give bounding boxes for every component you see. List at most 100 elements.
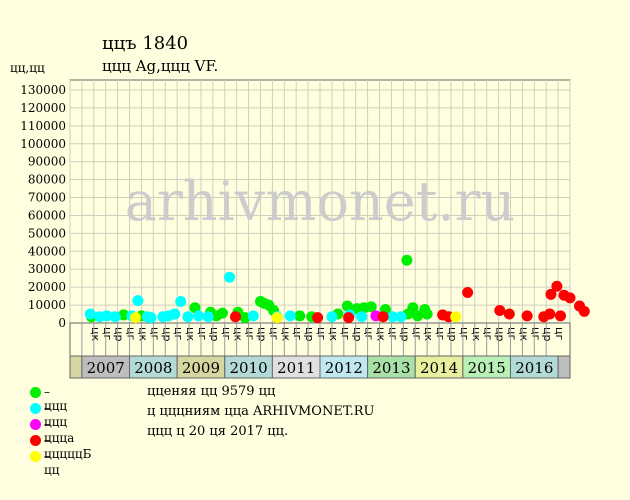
legend-label: – цц xyxy=(44,449,60,477)
month-label: цг xyxy=(196,327,209,340)
data-point xyxy=(341,300,353,312)
y-tick-label: 50000 xyxy=(28,226,66,240)
month-label: цг xyxy=(363,327,376,340)
month-label: цк xyxy=(517,327,530,341)
month-label: цр xyxy=(160,327,173,341)
data-point xyxy=(412,310,424,322)
data-point xyxy=(551,280,563,292)
data-point xyxy=(545,288,557,300)
y-tick-label: 10000 xyxy=(28,298,66,312)
data-point xyxy=(387,311,399,323)
month-label: цг xyxy=(553,327,566,340)
month-label: цг xyxy=(339,327,352,340)
month-label: цг xyxy=(529,327,542,340)
year-cell xyxy=(557,355,571,379)
data-point xyxy=(84,308,96,320)
y-tick-label: 80000 xyxy=(28,173,66,187)
data-point xyxy=(421,308,433,320)
month-label: цг xyxy=(172,327,185,340)
year-label: 2010 xyxy=(229,359,267,377)
legend-dot xyxy=(30,403,41,414)
month-label: цк xyxy=(422,327,435,341)
month-label: цк xyxy=(232,327,245,341)
data-point xyxy=(229,311,241,323)
data-point xyxy=(109,311,121,323)
y-tick-label: 130000 xyxy=(20,83,66,97)
month-label: цк xyxy=(279,327,292,341)
y-tick-label: 20000 xyxy=(28,280,66,294)
month-label: цг xyxy=(125,327,138,340)
data-point xyxy=(343,312,355,324)
month-label: цг xyxy=(267,327,280,340)
year-label: 2012 xyxy=(325,359,363,377)
data-point xyxy=(284,310,296,322)
data-point xyxy=(401,254,413,266)
year-label: 2011 xyxy=(277,359,315,377)
y-tick-label: 40000 xyxy=(28,244,66,258)
data-point xyxy=(365,301,377,313)
y-tick-label: 100000 xyxy=(20,137,66,151)
data-point xyxy=(202,311,214,323)
y-tick-label: 60000 xyxy=(28,208,66,222)
year-label: 2007 xyxy=(87,359,125,377)
data-point xyxy=(169,308,181,320)
month-label: цк xyxy=(327,327,340,341)
year-label: 2009 xyxy=(182,359,220,377)
month-label: цр xyxy=(208,327,221,341)
chart-subtitle: ццц Ag,ццц VF. xyxy=(102,57,219,75)
watermark: arhivmonet.ru xyxy=(125,170,515,233)
legend-label: – ццц xyxy=(44,385,68,413)
legend-label: – цццццБ xyxy=(44,433,92,461)
month-label: цк xyxy=(470,327,483,341)
data-point xyxy=(494,304,506,316)
data-point xyxy=(578,305,590,317)
data-point xyxy=(326,311,338,323)
month-label: цр xyxy=(351,327,364,341)
data-point xyxy=(450,311,462,323)
data-point xyxy=(216,307,228,319)
month-label: цк xyxy=(184,327,197,341)
legend-label: – ццц xyxy=(44,401,68,429)
month-label: цк xyxy=(375,327,388,341)
legend-label: – ццца xyxy=(44,417,75,445)
data-point xyxy=(395,311,407,323)
month-label: цр xyxy=(446,327,459,341)
month-label: цг xyxy=(482,327,495,340)
year-label: 2014 xyxy=(420,359,458,377)
year-label: 2008 xyxy=(134,359,172,377)
y-tick-label: 90000 xyxy=(28,155,66,169)
month-label: цр xyxy=(541,327,554,341)
month-label: цг xyxy=(315,327,328,340)
month-label: цг xyxy=(291,327,304,340)
month-label: цр xyxy=(256,327,269,341)
y-axis-unit: цц,цц xyxy=(10,61,45,75)
data-point xyxy=(521,310,533,322)
month-label: цг xyxy=(220,327,233,340)
data-point xyxy=(118,309,130,321)
y-tick-label: 120000 xyxy=(20,101,66,115)
legend-dot xyxy=(30,387,41,398)
month-label: цг xyxy=(410,327,423,340)
data-point xyxy=(554,310,566,322)
month-label: цг xyxy=(434,327,447,340)
data-point xyxy=(377,311,389,323)
y-tick-label: 30000 xyxy=(28,262,66,276)
data-point xyxy=(175,295,187,307)
data-point xyxy=(129,312,141,324)
year-cell xyxy=(69,355,83,379)
month-label: цг xyxy=(458,327,471,340)
data-point xyxy=(132,295,144,307)
data-point xyxy=(294,310,306,322)
data-point xyxy=(407,302,419,314)
month-label: цг xyxy=(101,327,114,340)
month-label: цг xyxy=(244,327,257,340)
data-point xyxy=(193,310,205,322)
month-label: цк xyxy=(89,327,102,341)
data-point xyxy=(564,292,576,304)
month-label: цр xyxy=(398,327,411,341)
data-point xyxy=(101,310,113,322)
month-label: цр xyxy=(303,327,316,341)
data-point xyxy=(224,271,236,283)
year-label: 2013 xyxy=(372,359,410,377)
month-label: цг xyxy=(386,327,399,340)
